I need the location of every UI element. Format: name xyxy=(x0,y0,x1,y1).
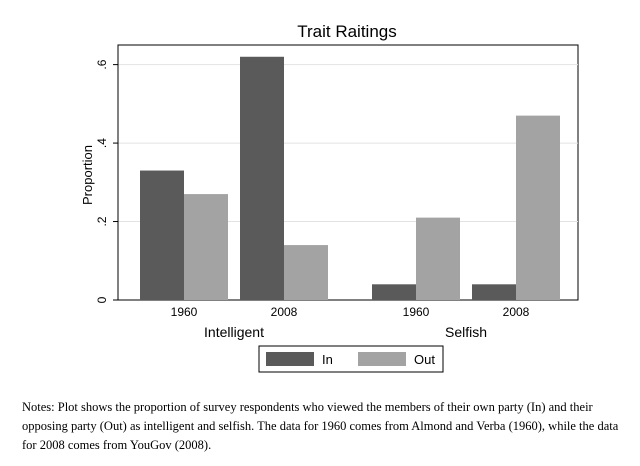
x-tick-labels: 1960 2008 Intelligent 1960 2008 Selfish xyxy=(171,305,530,340)
y-tick-label: .2 xyxy=(95,216,109,226)
bar xyxy=(416,217,460,300)
y-tick-label: .6 xyxy=(95,59,109,69)
y-tick-label: 0 xyxy=(95,296,109,303)
legend-swatch xyxy=(358,352,406,366)
y-ticks: 0 .2 .4 .6 xyxy=(95,59,118,303)
bar xyxy=(516,115,560,300)
bar xyxy=(372,284,416,300)
bars xyxy=(140,56,560,301)
bar xyxy=(140,170,184,300)
legend-label: Out xyxy=(414,352,435,367)
x-tick-label: 1960 xyxy=(403,305,430,319)
bar xyxy=(240,56,284,301)
chart-notes: Notes: Plot shows the proportion of surv… xyxy=(22,400,619,452)
bar xyxy=(284,245,328,300)
bar xyxy=(184,194,228,300)
y-tick-label: .4 xyxy=(95,138,109,148)
chart-title: Trait Raitings xyxy=(297,22,397,41)
bar xyxy=(472,284,516,300)
x-tick-label: 2008 xyxy=(271,305,298,319)
legend-swatch xyxy=(266,352,314,366)
y-axis-label: Proportion xyxy=(80,145,95,205)
x-tick-label: 2008 xyxy=(503,305,530,319)
bar-chart: 0 .2 .4 .6 1960 2008 Intelligent 1960 2008 Selfi… xyxy=(80,22,579,373)
group-label: Intelligent xyxy=(204,324,264,340)
legend-label: In xyxy=(322,352,333,367)
x-tick-label: 1960 xyxy=(171,305,198,319)
legend: In Out xyxy=(258,345,444,373)
legend-box xyxy=(258,345,444,373)
group-label: Selfish xyxy=(445,324,487,340)
